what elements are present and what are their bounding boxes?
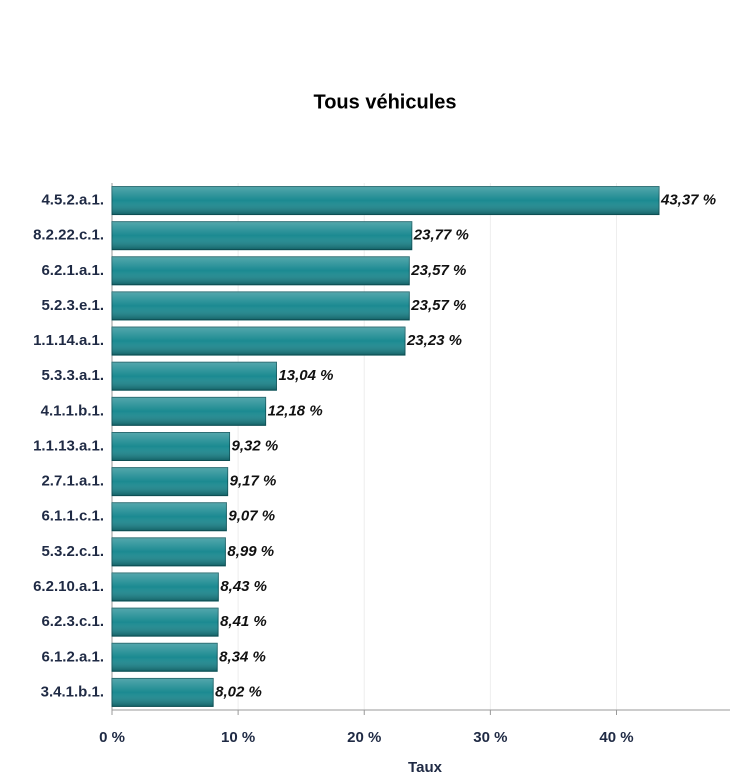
y-tick-label: 6.2.10.a.1.	[33, 578, 104, 595]
value-label: 8,02 %	[215, 683, 262, 700]
value-label: 23,77 %	[413, 227, 469, 244]
bar-shade	[112, 467, 228, 496]
value-label: 43,37 %	[660, 192, 716, 209]
value-label: 23,57 %	[410, 297, 466, 314]
value-label: 8,41 %	[220, 613, 267, 630]
y-tick-label: 4.1.1.b.1.	[41, 402, 104, 419]
y-tick-label: 3.4.1.b.1.	[41, 683, 104, 700]
value-label: 23,57 %	[410, 262, 466, 279]
x-tick-label: 10 %	[221, 729, 255, 746]
y-tick-label: 8.2.22.c.1.	[33, 227, 104, 244]
x-tick-label: 0 %	[99, 729, 125, 746]
bar-shade	[112, 327, 405, 356]
bar-shade	[112, 502, 227, 531]
value-label: 9,32 %	[232, 437, 279, 454]
y-tick-label: 6.1.2.a.1.	[41, 648, 104, 665]
bar-shade	[112, 432, 230, 461]
value-label: 12,18 %	[268, 402, 323, 419]
y-tick-label: 6.1.1.c.1.	[41, 508, 104, 525]
y-tick-label: 5.2.3.e.1.	[41, 297, 104, 314]
bar-shade	[112, 643, 218, 672]
bar-shade	[112, 221, 412, 250]
x-tick-label: 30 %	[473, 729, 507, 746]
y-tick-label: 1.1.14.a.1.	[33, 332, 104, 349]
bar-shade	[112, 256, 410, 285]
y-tick-label: 6.2.3.c.1.	[41, 613, 104, 630]
bar-shade	[112, 537, 226, 566]
value-label: 9,17 %	[230, 473, 277, 490]
value-label: 13,04 %	[278, 367, 333, 384]
x-tick-label: 20 %	[347, 729, 381, 746]
value-label: 23,23 %	[406, 332, 462, 349]
bar-shade	[112, 397, 266, 426]
y-tick-label: 4.5.2.a.1.	[41, 192, 104, 209]
bar-shade	[112, 362, 277, 391]
chart-title: Tous véhicules	[313, 91, 456, 113]
y-tick-label: 6.2.1.a.1.	[41, 262, 104, 279]
y-tick-label: 5.3.2.c.1.	[41, 543, 104, 560]
bar-shade	[112, 573, 219, 602]
x-axis-label: Taux	[408, 759, 443, 775]
x-tick-label: 40 %	[599, 729, 633, 746]
value-label: 8,99 %	[227, 543, 274, 560]
bar-shade	[112, 608, 219, 637]
y-tick-label: 5.3.3.a.1.	[41, 367, 104, 384]
value-label: 8,43 %	[220, 578, 267, 595]
bar-shade	[112, 291, 410, 320]
y-tick-label: 1.1.13.a.1.	[33, 437, 104, 454]
bar-shade	[112, 186, 659, 215]
value-label: 8,34 %	[219, 648, 266, 665]
value-label: 9,07 %	[228, 508, 275, 525]
bar-shade	[112, 678, 214, 707]
y-tick-label: 2.7.1.a.1.	[41, 473, 104, 490]
